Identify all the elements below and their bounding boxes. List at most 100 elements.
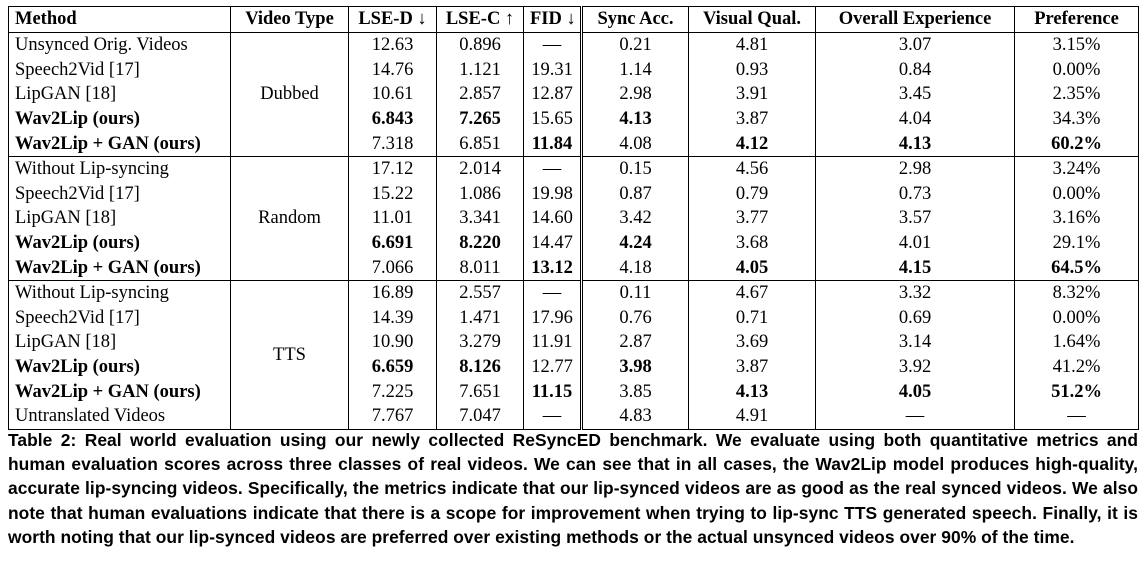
cell-lse-d: 16.89: [348, 279, 437, 306]
header-method: Method: [8, 6, 231, 33]
cell-overall: 4.05: [815, 379, 1015, 404]
cell-lse-d: 14.39: [348, 305, 437, 331]
cell-lse-c: 1.121: [436, 57, 524, 83]
header-fid: FID ↓: [523, 6, 583, 33]
cell-visual: 4.12: [688, 131, 816, 157]
cell-fid: —: [523, 32, 583, 58]
cell-video-type: TTS: [230, 279, 349, 429]
cell-sync: 2.98: [581, 82, 689, 107]
cell-pref: 2.35%: [1052, 84, 1101, 105]
cell-pref: 51.2%: [1051, 381, 1102, 402]
cell-lse-c: 2.557: [436, 279, 524, 306]
cell-lse-d: 15.22: [348, 181, 437, 207]
cell-overall: 3.14: [815, 330, 1015, 355]
cell-fid: 12.77: [523, 354, 583, 380]
cell-method: Unsynced Orig. Videos: [8, 32, 231, 58]
cell-method: Without Lip-syncing: [8, 155, 231, 182]
cell-method: Wav2Lip (ours): [8, 106, 231, 132]
cell-lse-d: 14.76: [348, 57, 437, 83]
cell-sync: 2.87: [581, 330, 689, 355]
cell-lse-c: 8.220: [436, 230, 524, 256]
cell-pref: 0.00%: [1052, 183, 1101, 204]
table-row: Wav2Lip (ours) 6.659 8.126 12.77 3.98 3.87 3.9…: [8, 354, 1139, 380]
table-row: Wav2Lip (ours) 6.843 7.265 15.65 4.13 3.87 4.0…: [8, 106, 1139, 132]
cell-overall: 3.32: [815, 279, 1015, 306]
cell-lse-d: 11.01: [348, 206, 437, 231]
cell-method: Speech2Vid [17]: [8, 305, 231, 331]
cell-visual: 4.81: [688, 32, 816, 58]
cell-lse-d: 7.767: [348, 403, 437, 429]
cell-pref: 34.3%: [1052, 108, 1101, 129]
cell-fid: —: [523, 403, 583, 429]
cell-sync: 4.08: [581, 131, 689, 157]
cell-overall: 3.45: [815, 82, 1015, 107]
cell-lse-c: 6.851: [436, 131, 524, 157]
cell-lse-c: 1.086: [436, 181, 524, 207]
cell-visual: 3.77: [688, 206, 816, 231]
cell-fid: 19.98: [523, 181, 583, 207]
table-row: Wav2Lip (ours) 6.691 8.220 14.47 4.24 3.68 4.0…: [8, 230, 1139, 256]
cell-fid: 12.87: [523, 82, 583, 107]
cell-fid: 14.60: [523, 206, 583, 231]
cell-fid: 15.65: [523, 106, 583, 132]
cell-method: Wav2Lip (ours): [8, 230, 231, 256]
cell-overall: 4.13: [815, 131, 1015, 157]
table-row: Wav2Lip + GAN (ours) 7.225 7.651 11.15 3.85 4…: [8, 379, 1139, 404]
cell-fid: 11.91: [523, 330, 583, 355]
cell-pref: 8.32%: [1014, 279, 1139, 306]
cell-fid: 19.31: [523, 57, 583, 83]
cell-lse-d: 7.318: [348, 131, 437, 157]
cell-lse-c: 2.014: [436, 155, 524, 182]
cell-lse-c: 3.279: [436, 330, 524, 355]
cell-pref: —: [1067, 406, 1086, 427]
cell-method: Wav2Lip + GAN (ours): [8, 379, 231, 404]
header-lse-c: LSE-C ↑: [436, 6, 524, 33]
cell-lse-d: 17.12: [348, 155, 437, 182]
cell-visual: 3.69: [688, 330, 816, 355]
cell-pref: 3.24%: [1014, 155, 1139, 182]
cell-overall: 0.69: [815, 305, 1015, 331]
header-sync-acc: Sync Acc.: [581, 6, 689, 33]
cell-lse-c: 2.857: [436, 82, 524, 107]
cell-lse-d: 6.659: [348, 354, 437, 380]
cell-method: LipGAN [18]: [8, 330, 231, 355]
cell-fid: 17.96: [523, 305, 583, 331]
cell-method: Speech2Vid [17]: [8, 57, 231, 83]
results-table-container: Method Video Type LSE-D ↓ LSE-C ↑ FID ↓ …: [8, 6, 1139, 430]
cell-lse-d: 6.691: [348, 230, 437, 256]
cell-visual: 4.67: [688, 279, 816, 306]
table-row: Without Lip-syncing TTS 16.89 2.557 — 0.11 4.6…: [8, 279, 1139, 429]
cell-overall: 3.92: [815, 354, 1015, 380]
cell-overall: 4.04: [815, 106, 1015, 132]
cell-sync: 0.76: [581, 305, 689, 331]
cell-lse-c: 8.126: [436, 354, 524, 380]
cell-overall: 3.07: [815, 32, 1015, 58]
cell-overall: 3.57: [815, 206, 1015, 231]
cell-lse-c: 1.471: [436, 305, 524, 331]
cell-lse-c: 7.651: [436, 379, 524, 404]
cell-lse-d: 12.63: [348, 32, 437, 58]
cell-sync: 3.42: [581, 206, 689, 231]
cell-method: Speech2Vid [17]: [8, 181, 231, 207]
cell-visual: 4.13: [688, 379, 816, 404]
table-caption: Table 2: Real world evaluation using our…: [8, 430, 1138, 547]
table-row: Speech2Vid [17] 14.76 1.121 19.31 1.14 0.93 0.…: [8, 57, 1139, 83]
header-overall-experience: Overall Experience: [815, 6, 1015, 33]
cell-sync: 0.11: [581, 279, 689, 306]
cell-sync: 0.21: [581, 32, 689, 58]
cell-method: Without Lip-syncing: [8, 279, 231, 306]
cell-sync: 3.98: [581, 354, 689, 380]
cell-overall: 4.01: [815, 230, 1015, 256]
header-video-type: Video Type: [230, 6, 349, 33]
cell-visual: 4.91: [688, 403, 816, 429]
cell-sync: 3.85: [581, 379, 689, 404]
cell-visual: 3.87: [688, 106, 816, 132]
cell-pref: 3.16%: [1052, 208, 1101, 229]
table-body: Unsynced Orig. Videos Dubbed 12.63 0.896—0.…: [8, 32, 1139, 429]
cell-video-type: Dubbed: [230, 32, 349, 157]
cell-fid: 14.47: [523, 230, 583, 256]
cell-sync: 4.83: [581, 403, 689, 429]
cell-visual: 4.56: [688, 155, 816, 182]
cell-visual: 3.91: [688, 82, 816, 107]
table-row: Speech2Vid [17] 15.22 1.086 19.98 0.87 0.79 0.…: [8, 181, 1139, 207]
